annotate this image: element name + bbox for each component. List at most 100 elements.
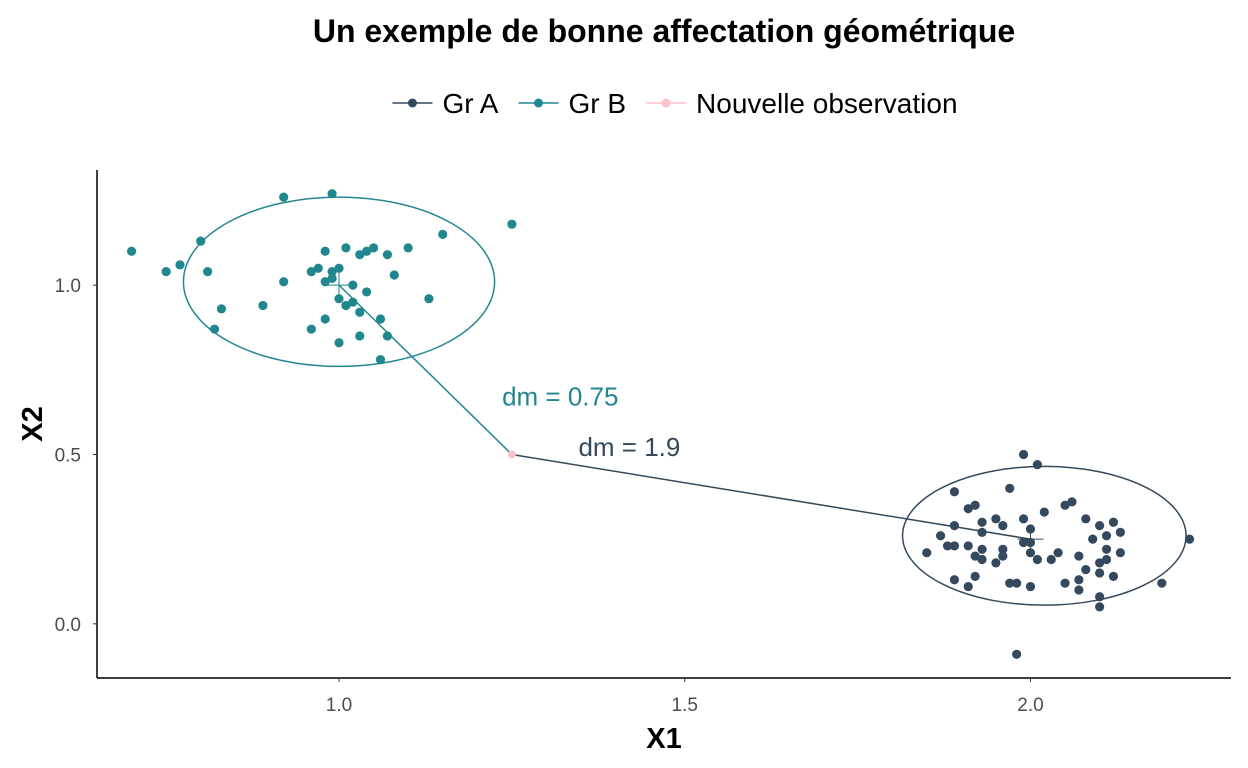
data-point xyxy=(1018,537,1029,548)
x-axis-title: X1 xyxy=(646,723,681,755)
data-point xyxy=(1088,534,1098,544)
data-point xyxy=(1032,554,1042,565)
data-point xyxy=(403,243,413,253)
data-point xyxy=(1025,548,1036,558)
data-point xyxy=(306,267,316,277)
x-axis-ticks: 1.0 1.5 2.0 xyxy=(326,678,1044,716)
data-point xyxy=(362,287,372,297)
data-point xyxy=(161,267,171,277)
legend-key-point xyxy=(407,98,417,108)
data-point xyxy=(382,250,393,260)
data-point xyxy=(1101,544,1112,554)
data-point xyxy=(1074,551,1084,561)
data-point xyxy=(1095,602,1105,612)
data-point xyxy=(1060,500,1070,510)
data-point xyxy=(949,575,960,585)
data-point xyxy=(1115,527,1125,537)
data-point xyxy=(977,554,987,565)
data-point xyxy=(327,189,337,199)
data-point xyxy=(977,527,987,537)
data-point xyxy=(375,314,386,324)
y-axis-title: X2 xyxy=(17,406,49,441)
data-point xyxy=(313,263,323,273)
data-point xyxy=(320,277,330,287)
legend-key-point xyxy=(661,98,671,108)
data-point xyxy=(382,331,393,341)
data-point xyxy=(348,297,358,307)
data-point xyxy=(341,243,351,253)
x-tick-label: 2.0 xyxy=(1017,695,1043,716)
data-point xyxy=(1046,554,1056,565)
x-tick-label: 1.5 xyxy=(672,695,698,716)
data-point xyxy=(355,331,365,341)
data-point xyxy=(970,551,980,561)
legend: Gr A Gr B Nouvelle observation xyxy=(392,88,958,119)
data-point xyxy=(424,294,434,304)
legend-item: Nouvelle observation xyxy=(646,88,958,119)
legend-item: Gr A xyxy=(392,88,499,119)
series-points xyxy=(126,189,517,365)
data-point xyxy=(320,314,330,324)
data-point xyxy=(922,548,932,558)
plot-area: dm = 0.75 dm = 1.9 xyxy=(126,189,1195,659)
data-point xyxy=(320,246,330,256)
data-point xyxy=(991,514,1001,524)
data-point xyxy=(949,541,960,551)
data-point xyxy=(1012,649,1022,659)
data-point xyxy=(1081,514,1091,524)
data-point xyxy=(1157,578,1167,588)
data-point xyxy=(1095,558,1105,568)
x-tick-label: 1.0 xyxy=(326,695,352,716)
data-point xyxy=(963,581,973,592)
data-point xyxy=(126,246,137,256)
legend-key-point xyxy=(533,98,543,108)
data-point xyxy=(991,558,1001,568)
data-point xyxy=(963,504,973,514)
series-points xyxy=(922,449,1195,659)
data-point xyxy=(279,277,289,287)
data-point xyxy=(1108,517,1119,527)
data-point xyxy=(334,294,344,304)
data-point xyxy=(1095,521,1105,531)
data-point xyxy=(279,192,289,202)
data-point xyxy=(935,531,946,541)
distance-annotation: dm = 1.9 xyxy=(578,432,680,462)
distance-line xyxy=(511,453,1031,540)
data-point xyxy=(1101,531,1112,541)
data-point xyxy=(977,517,987,527)
data-point xyxy=(998,521,1008,531)
data-point xyxy=(362,246,372,256)
legend-label: Nouvelle observation xyxy=(696,88,958,119)
data-point xyxy=(258,300,268,311)
confidence-ellipse xyxy=(901,465,1187,606)
data-point xyxy=(327,267,337,277)
data-point xyxy=(196,236,206,246)
data-point xyxy=(203,267,213,277)
data-point xyxy=(438,229,448,239)
data-point xyxy=(507,450,516,459)
data-point xyxy=(1101,554,1112,565)
chart-title: Un exemple de bonne affectation géométri… xyxy=(313,13,1015,49)
data-point xyxy=(949,521,960,531)
data-point xyxy=(998,544,1008,554)
data-point xyxy=(1053,548,1063,558)
data-point xyxy=(216,304,227,314)
data-point xyxy=(1018,514,1029,524)
data-point xyxy=(355,250,365,260)
data-point xyxy=(942,541,953,551)
data-point xyxy=(1095,568,1105,578)
y-tick-label: 0.0 xyxy=(55,615,81,636)
y-tick-label: 1.0 xyxy=(55,276,81,297)
distance-line xyxy=(338,284,513,456)
data-point xyxy=(1025,524,1036,534)
data-point xyxy=(1005,483,1015,493)
data-point xyxy=(1108,571,1119,582)
data-point xyxy=(507,219,517,229)
data-point xyxy=(375,355,386,365)
distance-annotation: dm = 0.75 xyxy=(502,381,618,411)
data-point xyxy=(1025,581,1036,592)
confidence-ellipse xyxy=(182,196,496,368)
data-point xyxy=(334,338,344,348)
series-points xyxy=(507,450,516,459)
